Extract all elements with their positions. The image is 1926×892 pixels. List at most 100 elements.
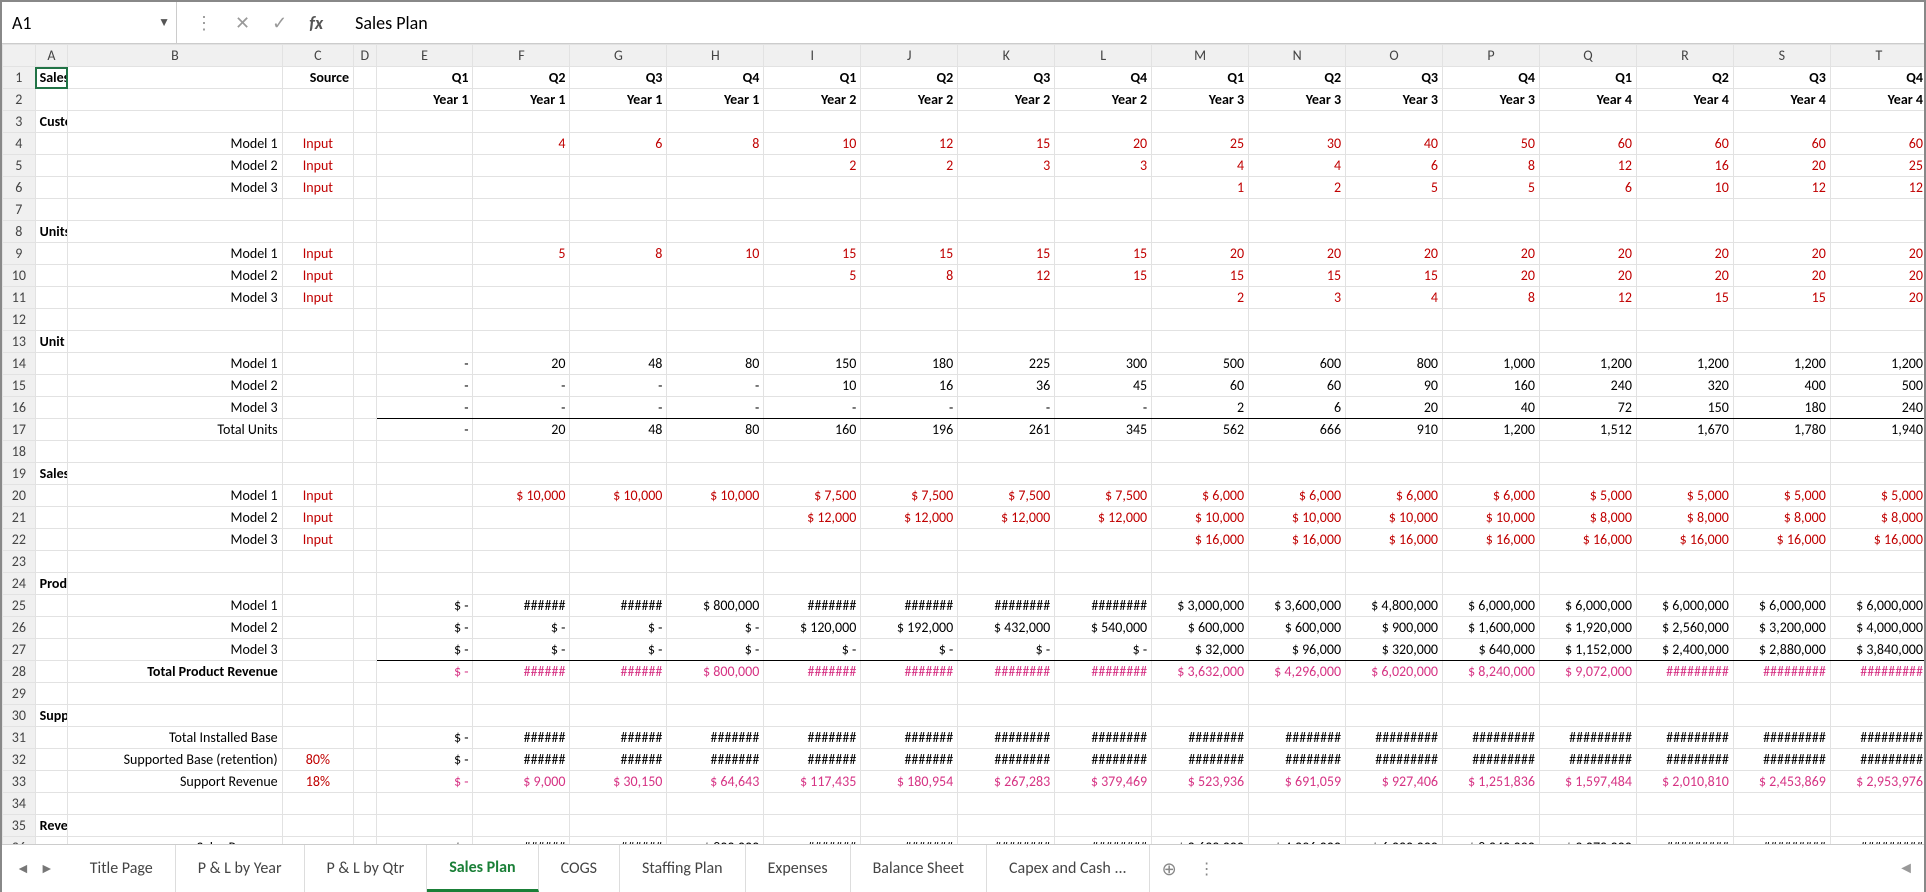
cell-r15-c12[interactable]: 45 — [1055, 375, 1152, 397]
cancel-icon[interactable]: ✕ — [235, 12, 250, 34]
cell-r36-c15[interactable]: $ 6,020,000 — [1346, 837, 1443, 845]
cell-r13-c8[interactable] — [667, 331, 764, 353]
cell-r9-c8[interactable]: 10 — [667, 243, 764, 265]
cell-r20-c5[interactable] — [376, 485, 473, 507]
cell-r13-c6[interactable] — [473, 331, 570, 353]
cell-r36-c8[interactable]: $ 800,000 — [667, 837, 764, 845]
cell-r13-c12[interactable] — [1055, 331, 1152, 353]
cell-r29-c14[interactable] — [1249, 683, 1346, 705]
cell-D30[interactable] — [354, 705, 376, 727]
cell-r11-c10[interactable] — [861, 287, 958, 309]
cell-r7-c9[interactable] — [764, 199, 861, 221]
cell-A35[interactable]: Revenue — [35, 815, 68, 837]
cell-r12-c19[interactable] — [1733, 309, 1830, 331]
cell-C27[interactable] — [282, 639, 353, 661]
cell-r11-c20[interactable]: 20 — [1830, 287, 1924, 309]
cell-r15-c6[interactable]: - — [473, 375, 570, 397]
row-header-19[interactable]: 19 — [3, 463, 36, 485]
cell-r35-c9[interactable] — [764, 815, 861, 837]
select-all-corner[interactable] — [3, 45, 36, 67]
cell-r33-c17[interactable]: $ 1,597,484 — [1539, 771, 1636, 793]
cell-r27-c17[interactable]: $ 1,152,000 — [1539, 639, 1636, 661]
cell-r28-c6[interactable]: ###### — [473, 661, 570, 683]
cell-r32-c19[interactable]: ######### — [1733, 749, 1830, 771]
cell-r27-c7[interactable]: $ - — [570, 639, 667, 661]
cell-r18-c8[interactable] — [667, 441, 764, 463]
cell-r29-c13[interactable] — [1152, 683, 1249, 705]
cell-row1-5[interactable]: Q3 — [570, 67, 667, 89]
cell-r19-c17[interactable] — [1539, 463, 1636, 485]
cell-r24-c6[interactable] — [473, 573, 570, 595]
cell-r19-c6[interactable] — [473, 463, 570, 485]
cell-D3[interactable] — [354, 111, 376, 133]
cell-r36-c17[interactable]: $ 9,072,000 — [1539, 837, 1636, 845]
cell-r21-c9[interactable]: $ 12,000 — [764, 507, 861, 529]
cell-r23-c17[interactable] — [1539, 551, 1636, 573]
cell-r27-c20[interactable]: $ 3,840,000 — [1830, 639, 1924, 661]
cell-r4-c7[interactable]: 6 — [570, 133, 667, 155]
cell-row2-8[interactable]: Year 2 — [861, 89, 958, 111]
cell-r25-c5[interactable]: $ - — [376, 595, 473, 617]
cell-r27-c8[interactable]: $ - — [667, 639, 764, 661]
cell-r4-c6[interactable]: 4 — [473, 133, 570, 155]
cell-r35-c7[interactable] — [570, 815, 667, 837]
cell-B28[interactable]: Total Product Revenue — [68, 661, 282, 683]
cell-C21[interactable]: Input — [282, 507, 353, 529]
cell-C30[interactable] — [282, 705, 353, 727]
cell-r22-c16[interactable]: $ 16,000 — [1443, 529, 1540, 551]
cell-C14[interactable] — [282, 353, 353, 375]
cell-r30-c9[interactable] — [764, 705, 861, 727]
cell-r11-c9[interactable] — [764, 287, 861, 309]
cell-r34-c8[interactable] — [667, 793, 764, 815]
cell-r30-c6[interactable] — [473, 705, 570, 727]
sheet-tab-title-page[interactable]: Title Page — [68, 845, 176, 892]
cell-D20[interactable] — [354, 485, 376, 507]
cell-r22-c8[interactable] — [667, 529, 764, 551]
cell-r32-c20[interactable]: ######### — [1830, 749, 1924, 771]
col-header-D[interactable]: D — [354, 45, 376, 67]
col-header-I[interactable]: I — [764, 45, 861, 67]
cell-D2[interactable] — [354, 89, 376, 111]
row-header-4[interactable]: 4 — [3, 133, 36, 155]
cell-r29-c12[interactable] — [1055, 683, 1152, 705]
cell-r5-c16[interactable]: 8 — [1443, 155, 1540, 177]
sheet-tab-p-l-by-qtr[interactable]: P & L by Qtr — [305, 845, 428, 892]
cell-A17[interactable] — [35, 419, 68, 441]
cell-r14-c13[interactable]: 500 — [1152, 353, 1249, 375]
cell-r11-c14[interactable]: 3 — [1249, 287, 1346, 309]
cell-r13-c7[interactable] — [570, 331, 667, 353]
cell-r14-c19[interactable]: 1,200 — [1733, 353, 1830, 375]
cell-r20-c11[interactable]: $ 7,500 — [958, 485, 1055, 507]
cell-r15-c14[interactable]: 60 — [1249, 375, 1346, 397]
cell-r5-c13[interactable]: 4 — [1152, 155, 1249, 177]
cell-row2-14[interactable]: Year 3 — [1443, 89, 1540, 111]
cell-r5-c19[interactable]: 20 — [1733, 155, 1830, 177]
cell-r12-c8[interactable] — [667, 309, 764, 331]
cell-r35-c11[interactable] — [958, 815, 1055, 837]
cell-C15[interactable] — [282, 375, 353, 397]
row-header-3[interactable]: 3 — [3, 111, 36, 133]
cell-r32-c7[interactable]: ###### — [570, 749, 667, 771]
cell-r25-c13[interactable]: $ 3,000,000 — [1152, 595, 1249, 617]
cell-r23-c19[interactable] — [1733, 551, 1830, 573]
cell-r24-c12[interactable] — [1055, 573, 1152, 595]
cell-r33-c11[interactable]: $ 267,283 — [958, 771, 1055, 793]
cell-r19-c10[interactable] — [861, 463, 958, 485]
cell-r13-c18[interactable] — [1636, 331, 1733, 353]
cell-r18-c14[interactable] — [1249, 441, 1346, 463]
cell-r4-c11[interactable]: 15 — [958, 133, 1055, 155]
cell-r6-c14[interactable]: 2 — [1249, 177, 1346, 199]
row-header-10[interactable]: 10 — [3, 265, 36, 287]
cell-r16-c11[interactable]: - — [958, 397, 1055, 419]
cell-A16[interactable] — [35, 397, 68, 419]
cell-r36-c18[interactable]: ######### — [1636, 837, 1733, 845]
cell-r24-c5[interactable] — [376, 573, 473, 595]
cell-r23-c14[interactable] — [1249, 551, 1346, 573]
cell-D14[interactable] — [354, 353, 376, 375]
cell-r24-c20[interactable] — [1830, 573, 1924, 595]
cell-r12-c16[interactable] — [1443, 309, 1540, 331]
cell-r8-c19[interactable] — [1733, 221, 1830, 243]
row-header-36[interactable]: 36 — [3, 837, 36, 845]
col-header-Q[interactable]: Q — [1539, 45, 1636, 67]
cell-r3-c8[interactable] — [667, 111, 764, 133]
